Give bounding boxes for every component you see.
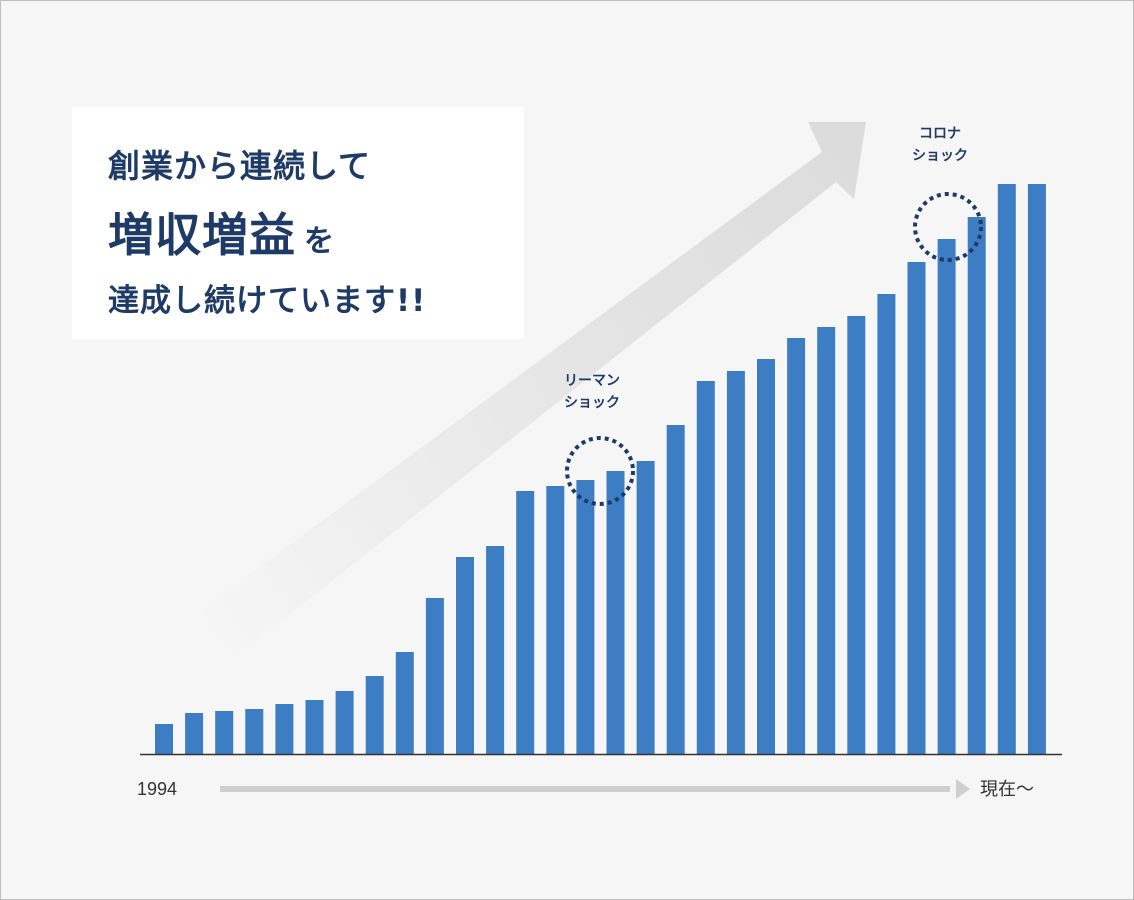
bar-1 xyxy=(155,724,173,754)
bar-17 xyxy=(636,461,655,754)
bar-26 xyxy=(907,262,926,754)
x-end-label: 現在～ xyxy=(980,779,1034,800)
timeline-arrowhead xyxy=(956,779,970,799)
bar-21 xyxy=(757,359,775,754)
corona-label-line2: ショック xyxy=(912,148,968,164)
corona-dotted-circle xyxy=(913,192,983,262)
bar-28 xyxy=(967,217,986,754)
headline-line3: 達成し続けています!! xyxy=(108,283,427,319)
corona-annotation: コロナ ショック xyxy=(912,126,983,262)
headline-particle: を xyxy=(304,224,334,259)
bar-15 xyxy=(576,480,595,754)
bar-19 xyxy=(696,381,715,754)
lehman-dotted-circle xyxy=(565,436,635,506)
bar-6 xyxy=(305,700,324,754)
bar-11 xyxy=(456,557,474,754)
bar-14 xyxy=(546,486,565,754)
timeline-bar xyxy=(220,786,950,792)
bar-7 xyxy=(335,691,354,754)
bar-12 xyxy=(486,546,505,754)
lehman-label-line1: リーマン xyxy=(564,373,620,389)
bar-29 xyxy=(997,184,1016,754)
bar-30 xyxy=(1027,184,1046,754)
bar-9 xyxy=(395,652,414,754)
headline-emphasis: 増収増益 xyxy=(108,208,296,262)
headline-box: 創業から連続して 増収増益を 達成し続けています!! xyxy=(72,107,524,339)
bar-4 xyxy=(245,709,264,754)
bar-2 xyxy=(185,713,204,754)
x-start-label: 1994 xyxy=(137,779,177,799)
bar-18 xyxy=(666,425,685,754)
bar-10 xyxy=(425,598,444,754)
growth-arrow xyxy=(185,122,866,668)
bar-25 xyxy=(877,294,896,754)
bar-27 xyxy=(937,239,956,754)
lehman-label-line2: ショック xyxy=(564,395,620,411)
lehman-annotation: リーマン ショック xyxy=(564,373,635,506)
bar-23 xyxy=(817,327,836,754)
headline-line2: 増収増益を xyxy=(108,199,334,265)
bar-8 xyxy=(365,676,384,754)
bar-13 xyxy=(516,491,535,754)
bar-5 xyxy=(275,704,294,754)
bar-16 xyxy=(606,471,625,754)
bar-24 xyxy=(847,316,866,754)
bar-20 xyxy=(726,371,745,754)
bar-22 xyxy=(787,338,806,754)
bars-group xyxy=(155,184,1046,754)
headline-line1: 創業から連続して xyxy=(108,147,372,185)
bar-3 xyxy=(215,711,234,754)
corona-label-line1: コロナ xyxy=(919,126,961,142)
